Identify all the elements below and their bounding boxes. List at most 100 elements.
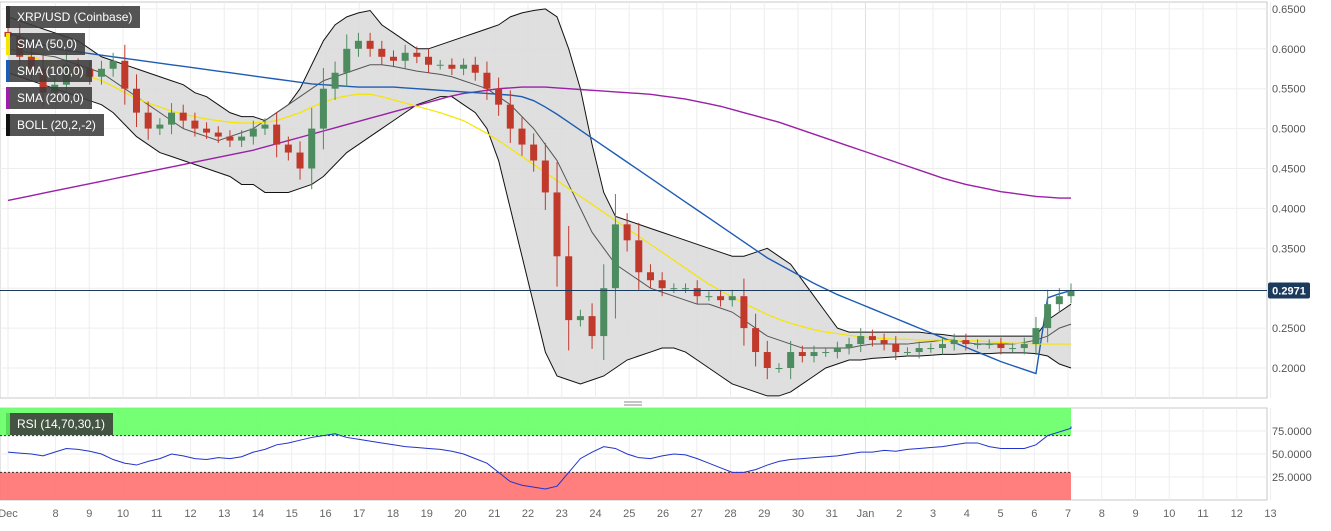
- candle-body: [1067, 290, 1075, 297]
- candle-body: [331, 72, 339, 89]
- candle-body: [857, 336, 865, 345]
- candle-body: [939, 344, 947, 349]
- rsi-tick-label: 75.0000: [1272, 426, 1312, 438]
- legend-sma50[interactable]: SMA (50,0): [6, 33, 86, 55]
- x-tick-label: 12: [184, 508, 196, 520]
- y-tick-label: 0.5500: [1272, 84, 1306, 96]
- last-price-badge: [1268, 282, 1310, 299]
- candle-body: [541, 160, 549, 193]
- candle-body: [810, 352, 818, 357]
- candle-body: [974, 344, 982, 346]
- x-tick-label: 14: [252, 508, 264, 520]
- candle-body: [296, 152, 304, 169]
- candle-body: [319, 88, 327, 129]
- candle-body: [495, 88, 503, 105]
- x-tick-label: 9: [86, 508, 92, 520]
- legend-boll-label: BOLL (20,2,-2): [17, 118, 96, 132]
- chart-title-label: XRP/USD (Coinbase): [6, 6, 141, 28]
- y-tick-label: 0.2000: [1272, 363, 1306, 375]
- candle-body: [950, 340, 958, 345]
- x-tick-label: 29: [758, 508, 770, 520]
- candle-body: [682, 288, 690, 290]
- x-tick-label: 20: [454, 508, 466, 520]
- candle-body: [822, 352, 830, 354]
- candle-body: [483, 72, 491, 89]
- candle-body: [670, 288, 678, 290]
- legend-boll[interactable]: BOLL (20,2,-2): [6, 114, 104, 136]
- bollinger-band-fill: [8, 8, 1071, 396]
- candle-body: [1055, 296, 1063, 305]
- candle-body: [354, 40, 362, 49]
- x-tick-label: 8: [52, 508, 58, 520]
- legend-swatch: [6, 413, 10, 435]
- y-tick-label: 0.3500: [1272, 243, 1306, 255]
- candle-body: [927, 348, 935, 350]
- x-tick-label: 9: [1132, 508, 1138, 520]
- candle-body: [717, 296, 725, 301]
- x-tick-label: 6: [1031, 508, 1037, 520]
- candle-body: [740, 296, 748, 329]
- candle-body: [203, 128, 211, 133]
- x-tick-label: 3: [930, 508, 936, 520]
- legend-rsi[interactable]: RSI (14,70,30,1): [6, 413, 114, 435]
- candle-body: [915, 348, 923, 353]
- candle-body: [109, 60, 117, 69]
- sma100-line: [7, 32, 1072, 375]
- candle-body: [868, 336, 876, 341]
- x-tick-label: 23: [556, 508, 568, 520]
- candle-body: [226, 136, 234, 141]
- candle-body: [506, 104, 514, 129]
- x-tick-label: 25: [623, 508, 635, 520]
- candle-body: [518, 128, 526, 145]
- legend-sma100-label: SMA (100,0): [17, 64, 84, 78]
- legend-sma100[interactable]: SMA (100,0): [6, 60, 92, 82]
- legend-rsi-label: RSI (14,70,30,1): [17, 417, 106, 431]
- x-tick-label: 5: [997, 508, 1003, 520]
- candle-body: [705, 296, 713, 298]
- x-tick-label: 26: [657, 508, 669, 520]
- x-tick-label: 28: [724, 508, 736, 520]
- candle-body: [728, 296, 736, 301]
- candle-body: [366, 40, 374, 49]
- candle-body: [997, 344, 1005, 349]
- candle-body: [763, 352, 771, 368]
- rsi-tick-label: 25.0000: [1272, 472, 1312, 484]
- x-tick-label: 24: [589, 508, 601, 520]
- x-tick-label: 18: [387, 508, 399, 520]
- x-tick-label: 31: [826, 508, 838, 520]
- candle-body: [238, 136, 246, 141]
- x-tick-label: 13: [218, 508, 230, 520]
- legend-swatch: [6, 114, 10, 136]
- x-tick-label: 30: [792, 508, 804, 520]
- candle-body: [646, 272, 654, 281]
- candle-body: [273, 124, 281, 145]
- legend-swatch: [6, 33, 10, 55]
- x-tick-label: 12: [1231, 508, 1243, 520]
- candle-body: [588, 316, 596, 337]
- x-tick-label: 10: [1163, 508, 1175, 520]
- candle-body: [600, 288, 608, 337]
- candle-body: [565, 256, 573, 321]
- candle-body: [553, 192, 561, 257]
- candle-body: [343, 48, 351, 73]
- candle-body: [214, 132, 222, 137]
- bollinger-upper-line: [7, 8, 1072, 337]
- legend-sma200[interactable]: SMA (200,0): [6, 87, 92, 109]
- candle-body: [658, 280, 666, 289]
- candle-body: [425, 56, 433, 65]
- candle-body: [798, 352, 806, 357]
- candle-body: [378, 48, 386, 57]
- candle-body: [168, 112, 176, 125]
- x-tick-label: Dec: [0, 508, 18, 520]
- x-tick-label: 11: [151, 508, 162, 520]
- candle-body: [903, 352, 911, 354]
- candle-body: [833, 348, 841, 353]
- candle-body: [413, 52, 421, 57]
- candle-body: [471, 64, 479, 73]
- candle-body: [752, 328, 760, 353]
- candle-body: [97, 68, 105, 77]
- candle-body: [389, 56, 397, 61]
- x-tick-label: 4: [964, 508, 970, 520]
